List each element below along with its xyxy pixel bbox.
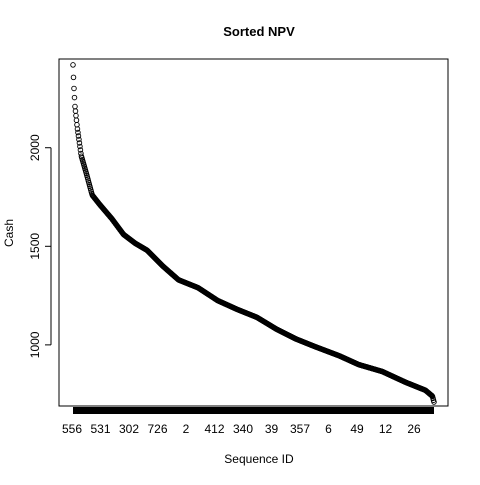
x-tick-label: 357	[290, 422, 310, 436]
x-tick-label: 49	[350, 422, 364, 436]
data-point	[74, 126, 81, 132]
data-point	[77, 143, 83, 150]
data-point	[71, 85, 77, 92]
plot-frame	[58, 58, 449, 407]
x-tick-label: 12	[379, 422, 393, 436]
data-point	[71, 94, 78, 101]
x-axis-label: Sequence ID	[224, 452, 294, 466]
x-tick-label: 302	[119, 422, 139, 436]
y-axis: 1000 1500 2000	[28, 134, 52, 358]
x-tick-label: 6	[325, 422, 332, 436]
x-tick-band	[73, 407, 434, 414]
data-point	[70, 62, 76, 68]
x-tick-label: 556	[62, 422, 82, 436]
data-point	[70, 74, 77, 81]
x-tick-label: 726	[147, 422, 167, 436]
y-tick-label: 1000	[28, 331, 42, 358]
chart-title: Sorted NPV	[223, 24, 295, 39]
y-tick-label: 1500	[28, 233, 42, 260]
data-points	[70, 62, 437, 405]
y-tick-label: 2000	[28, 134, 42, 161]
x-tick-label: 531	[90, 422, 110, 436]
data-point	[76, 140, 83, 146]
data-point	[75, 133, 82, 139]
x-axis: 556 531 302 726 2 412 340 39 357 6 49 12 26	[62, 407, 434, 436]
x-tick-label: 340	[233, 422, 253, 436]
y-axis-label: Cash	[2, 219, 16, 247]
x-tick-label: 39	[265, 422, 279, 436]
x-tick-label: 412	[204, 422, 224, 436]
x-tick-label: 26	[407, 422, 421, 436]
x-tick-label: 2	[183, 422, 190, 436]
data-point	[431, 399, 437, 405]
data-point	[77, 147, 84, 153]
data-point	[75, 129, 81, 136]
data-point	[76, 136, 82, 143]
